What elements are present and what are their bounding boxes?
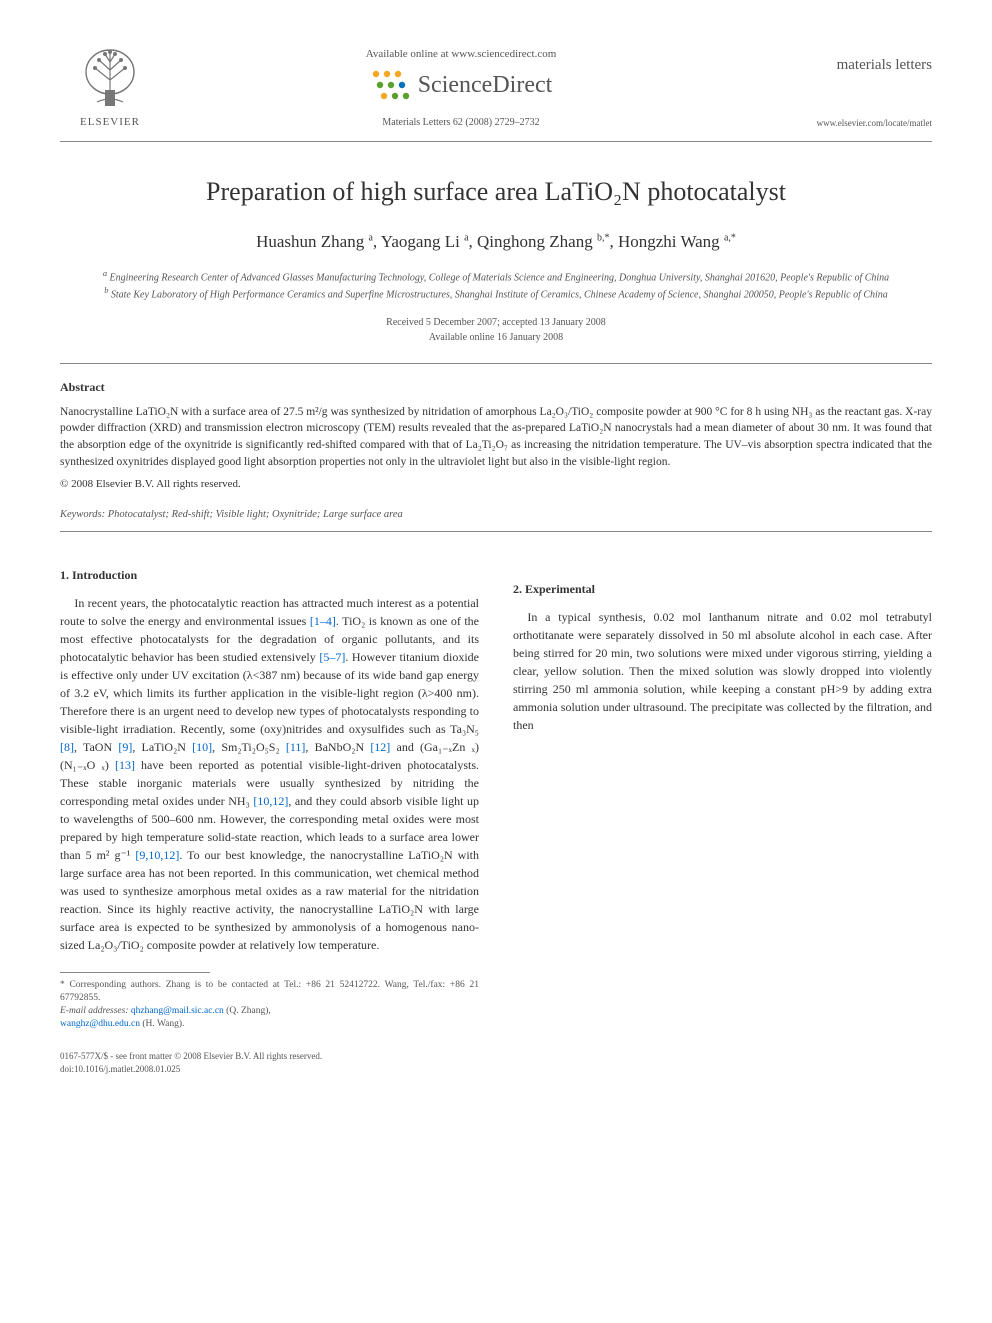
elsevier-tree-icon [75,40,145,110]
center-header: Available online at www.sciencedirect.co… [160,40,762,130]
ref-link-11[interactable]: [11] [286,740,306,754]
corresponding-authors-note: * Corresponding authors. Zhang is to be … [60,979,479,1006]
ref-link-5-7[interactable]: [5–7] [319,650,345,664]
elsevier-logo-block: ELSEVIER [60,40,160,131]
footnote-rule [60,972,210,973]
sciencedirect-dots-icon [370,68,410,102]
available-online-date: Available online 16 January 2008 [60,330,932,345]
author-list: Huashun Zhang a, Yaogang Li a, Qinghong … [60,229,932,255]
intro-text-1g: , BaNbO₂N [305,740,370,754]
page-header: ELSEVIER Available online at www.science… [60,40,932,131]
ref-link-10[interactable]: [10] [192,740,212,754]
intro-text-1d: , TaON [74,740,118,754]
doi-text: doi:10.1016/j.matlet.2008.01.025 [60,1063,322,1077]
email-link-zhang[interactable]: qhzhang@mail.sic.ac.cn [131,1006,224,1016]
article-title: Preparation of high surface area LaTiO₂N… [60,172,932,211]
footer-left: 0167-577X/$ - see front matter © 2008 El… [60,1050,322,1077]
ref-link-8[interactable]: [8] [60,740,74,754]
section-heading-experimental: 2. Experimental [513,580,932,598]
abstract-copyright: © 2008 Elsevier B.V. All rights reserved… [60,476,932,493]
keywords-line: Keywords: Photocatalyst; Red-shift; Visi… [60,507,932,523]
affiliation-a-text: Engineering Research Center of Advanced … [109,272,889,283]
ref-link-9[interactable]: [9] [118,740,132,754]
sciencedirect-name: ScienceDirect [418,67,553,103]
sciencedirect-logo: ScienceDirect [160,67,762,103]
received-accepted: Received 5 December 2007; accepted 13 Ja… [60,315,932,330]
email-label: E-mail addresses: [60,1006,129,1016]
abstract-heading: Abstract [60,378,932,396]
ref-link-12[interactable]: [12] [370,740,390,754]
ref-link-1-4[interactable]: [1–4] [310,614,336,628]
abstract-text: Nanocrystalline LaTiO₂N with a surface a… [60,404,932,471]
footer-doi-row: 0167-577X/$ - see front matter © 2008 El… [60,1050,932,1077]
affiliation-b: b State Key Laboratory of High Performan… [60,285,932,302]
ref-link-10-12[interactable]: [10,12] [253,794,288,808]
ref-link-13[interactable]: [13] [115,758,135,772]
journal-reference: Materials Letters 62 (2008) 2729–2732 [160,115,762,130]
intro-paragraph: In recent years, the photocatalytic reac… [60,594,479,954]
header-rule [60,141,932,142]
keywords-label: Keywords: [60,509,105,520]
footnotes: * Corresponding authors. Zhang is to be … [60,979,479,1032]
intro-text-2b: . To our best knowledge, the nanocrystal… [60,848,479,952]
body-columns: 1. Introduction In recent years, the pho… [60,566,932,1032]
email-name-zhang: (Q. Zhang), [226,1006,271,1016]
email-addresses: E-mail addresses: qhzhang@mail.sic.ac.cn… [60,1005,479,1032]
keywords-list: Photocatalyst; Red-shift; Visible light;… [108,509,403,520]
intro-text-1f: , Sm₂Ti₂O₅S₂ [212,740,286,754]
email-link-wang[interactable]: wanghz@dhu.edu.cn [60,1019,140,1029]
front-matter-text: 0167-577X/$ - see front matter © 2008 El… [60,1050,322,1064]
ref-link-9-10-12[interactable]: [9,10,12] [135,848,179,862]
available-online-text: Available online at www.sciencedirect.co… [160,46,762,63]
elsevier-label: ELSEVIER [80,114,140,131]
experimental-paragraph: In a typical synthesis, 0.02 mol lanthan… [513,608,932,734]
intro-text-1e: , LaTiO₂N [132,740,192,754]
locate-url: www.elsevier.com/locate/matlet [762,117,932,131]
article-dates: Received 5 December 2007; accepted 13 Ja… [60,315,932,345]
affiliation-b-text: State Key Laboratory of High Performance… [111,290,888,301]
journal-name-header: materials letters [762,54,932,77]
affiliation-a: a Engineering Research Center of Advance… [60,268,932,285]
abstract-bottom-rule [60,531,932,532]
right-header: materials letters www.elsevier.com/locat… [762,40,932,130]
email-name-wang: (H. Wang). [142,1019,184,1029]
affiliations: a Engineering Research Center of Advance… [60,268,932,303]
abstract-top-rule [60,363,932,364]
section-heading-introduction: 1. Introduction [60,566,479,584]
